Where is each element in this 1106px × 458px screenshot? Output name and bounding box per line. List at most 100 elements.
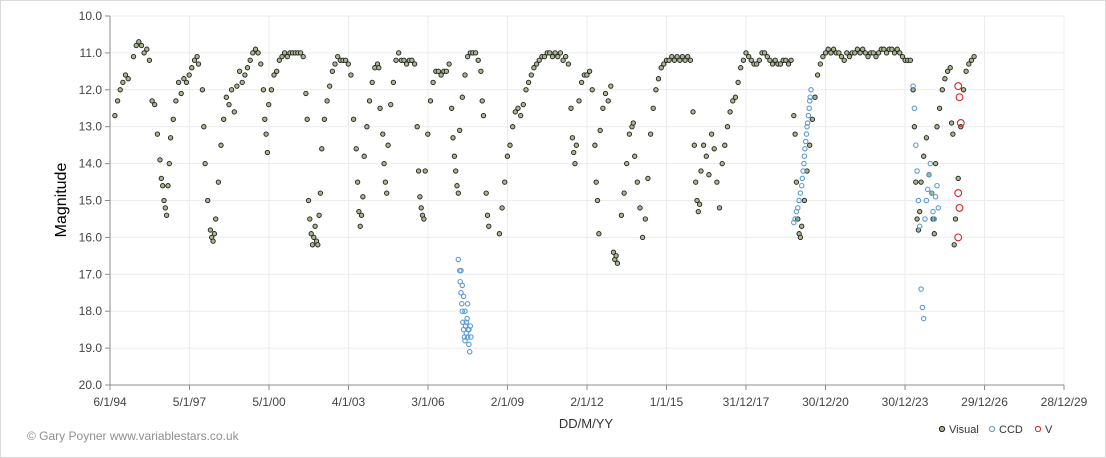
ccd-point [807,94,813,100]
y-tick-label: 13.0 [79,120,103,134]
visual-point [738,65,744,71]
visual-point [596,231,602,237]
y-tick-label: 17.0 [79,267,103,281]
ccd-point [801,153,808,159]
ccd-point [913,142,919,148]
visual-point [870,50,876,56]
visual-point [449,105,455,111]
visual-point [650,105,656,111]
visual-point [455,190,461,196]
visual-point [464,53,471,60]
visual-point [158,175,164,182]
visual-point [242,72,248,78]
visual-point [520,101,526,108]
visual-point [671,57,678,63]
visual-point [218,142,224,148]
ccd-point [930,208,936,215]
visual-point [846,53,853,60]
ccd-point [914,168,920,174]
visual-point [862,50,869,56]
visual-point [626,131,633,137]
visual-point [666,57,672,63]
visual-point [677,57,683,63]
visual-point [244,65,251,71]
visual-point [748,57,754,63]
ccd-point [924,186,931,193]
visual-point [255,50,261,56]
visual-point [165,183,171,189]
visual-point [560,57,566,63]
ccd-point [464,334,471,340]
visual-point [565,61,572,67]
visual-point [304,116,310,122]
x-tick-label: 1/1/15 [650,395,684,409]
visual-point [271,72,277,78]
visual-point [342,57,349,63]
visual-point [353,146,359,152]
x-tick-label: 30/12/23 [882,395,929,409]
x-tick-label: 2/1/12 [570,395,604,409]
visual-point [797,234,804,241]
ccd-point [920,315,927,322]
visual-point [658,65,664,71]
visual-point [716,205,723,211]
visual-point [630,120,636,126]
visual-point [642,216,648,222]
visual-point [263,131,269,137]
visual-point [541,53,548,60]
visual-point [634,179,640,185]
visual-point [502,179,508,185]
visual-point [679,53,686,60]
visual-point [569,135,576,141]
visual-point [807,142,813,148]
visual-point [518,112,524,119]
ccd-point [803,131,810,137]
y-tick-label: 12.0 [79,83,103,97]
visual-point [921,153,927,159]
visual-point [311,234,317,241]
visual-point [360,194,366,200]
y-tick-label: 11.0 [80,46,103,60]
visual-point [194,53,200,60]
visual-point [247,57,253,63]
visual-point [236,68,243,74]
visual-point [571,149,577,156]
ccd-point [795,205,801,211]
visual-point [305,197,312,204]
ccd-point [466,349,473,355]
visual-point [576,98,582,104]
visual-point [942,76,948,82]
visual-point [836,50,842,56]
ccd-point [927,160,934,167]
y-tick-label: 15.0 [79,194,103,208]
visual-point [653,87,659,93]
visual-point [661,61,667,67]
visual-point [173,98,179,104]
x-tick-label: 28/12/29 [1041,395,1088,409]
visual-point [910,87,916,93]
visual-point [889,46,895,52]
ccd-point [466,341,472,348]
visual-point [315,242,321,248]
visual-point [911,124,918,130]
legend-marker-visual [938,425,946,433]
visual-point [510,124,516,130]
visual-point [820,53,826,60]
visual-point [682,57,688,63]
visual-point [955,175,961,182]
visual-point [944,68,951,74]
x-tick-label: 30/12/20 [802,395,849,409]
ccd-point [910,83,916,89]
visual-point [228,87,235,93]
visual-point [284,53,290,60]
visual-point [533,61,540,67]
visual-point [205,197,211,204]
visual-point [162,205,168,211]
visual-point [838,53,845,60]
ccd-point [464,301,471,307]
visual-point [459,94,465,100]
visual-point [130,53,137,60]
legend: Visual CCD V [938,424,1053,436]
visual-point [825,46,831,52]
visual-point [201,124,207,130]
